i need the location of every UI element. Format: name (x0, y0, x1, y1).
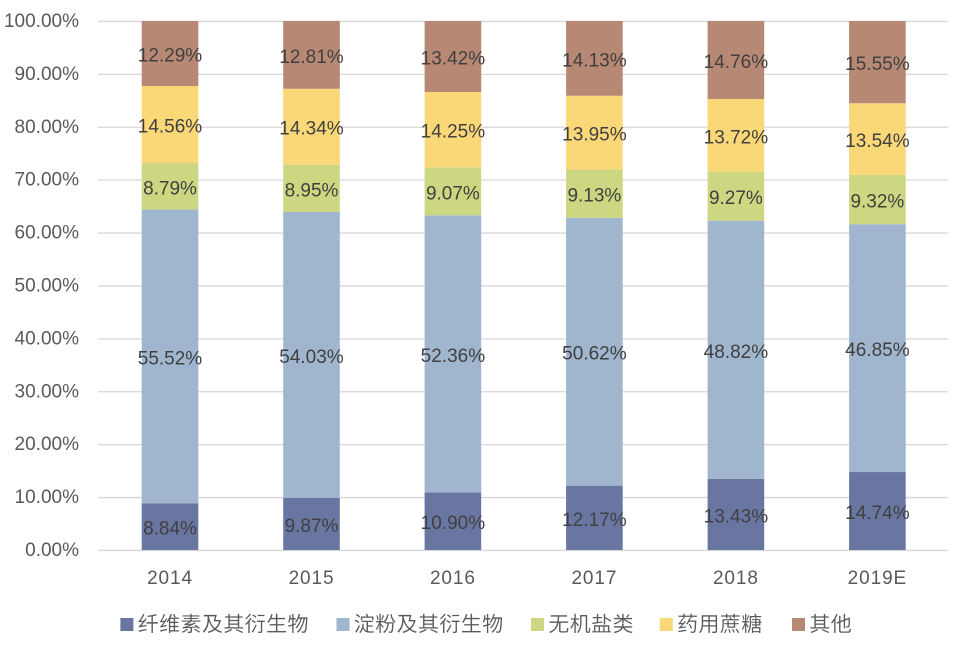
svg-text:46.85%: 46.85% (845, 340, 910, 361)
svg-text:52.36%: 52.36% (421, 346, 486, 367)
svg-text:20.00%: 20.00% (15, 434, 80, 455)
svg-text:13.95%: 13.95% (562, 125, 627, 146)
svg-text:14.76%: 14.76% (704, 52, 769, 73)
svg-text:14.56%: 14.56% (138, 117, 203, 138)
svg-text:14.25%: 14.25% (421, 122, 486, 143)
svg-text:9.32%: 9.32% (850, 192, 904, 213)
svg-text:2019E: 2019E (848, 568, 907, 589)
svg-text:2017: 2017 (571, 568, 617, 589)
svg-text:9.07%: 9.07% (426, 183, 480, 204)
svg-text:90.00%: 90.00% (15, 64, 80, 85)
svg-text:10.00%: 10.00% (15, 487, 80, 508)
svg-text:9.87%: 9.87% (285, 516, 339, 537)
svg-text:60.00%: 60.00% (15, 223, 80, 244)
svg-text:70.00%: 70.00% (15, 170, 80, 191)
svg-text:12.29%: 12.29% (138, 46, 203, 67)
svg-text:12.81%: 12.81% (279, 47, 344, 68)
svg-text:8.84%: 8.84% (143, 519, 197, 540)
svg-text:12.17%: 12.17% (562, 510, 627, 531)
svg-text:55.52%: 55.52% (138, 348, 203, 369)
svg-text:50.62%: 50.62% (562, 344, 627, 365)
svg-text:2018: 2018 (713, 568, 759, 589)
svg-text:14.34%: 14.34% (279, 119, 344, 140)
svg-text:40.00%: 40.00% (15, 328, 80, 349)
svg-text:8.95%: 8.95% (285, 180, 339, 201)
svg-text:2014: 2014 (147, 568, 193, 589)
svg-text:13.54%: 13.54% (845, 131, 910, 152)
svg-text:0.00%: 0.00% (25, 540, 79, 561)
svg-text:2015: 2015 (289, 568, 335, 589)
svg-text:10.90%: 10.90% (421, 513, 486, 534)
svg-text:48.82%: 48.82% (704, 342, 769, 363)
svg-text:50.00%: 50.00% (15, 276, 80, 297)
svg-text:100.00%: 100.00% (4, 11, 79, 32)
svg-text:13.43%: 13.43% (704, 507, 769, 528)
svg-text:54.03%: 54.03% (279, 347, 344, 368)
svg-text:14.74%: 14.74% (845, 503, 910, 524)
svg-text:14.13%: 14.13% (562, 50, 627, 71)
svg-text:2016: 2016 (430, 568, 476, 589)
svg-text:13.72%: 13.72% (704, 127, 769, 148)
svg-text:80.00%: 80.00% (15, 117, 80, 138)
svg-text:9.13%: 9.13% (567, 186, 621, 207)
svg-text:13.42%: 13.42% (421, 49, 486, 70)
svg-text:15.55%: 15.55% (845, 54, 910, 75)
svg-text:8.79%: 8.79% (143, 178, 197, 199)
svg-text:30.00%: 30.00% (15, 381, 80, 402)
svg-text:9.27%: 9.27% (709, 188, 763, 209)
